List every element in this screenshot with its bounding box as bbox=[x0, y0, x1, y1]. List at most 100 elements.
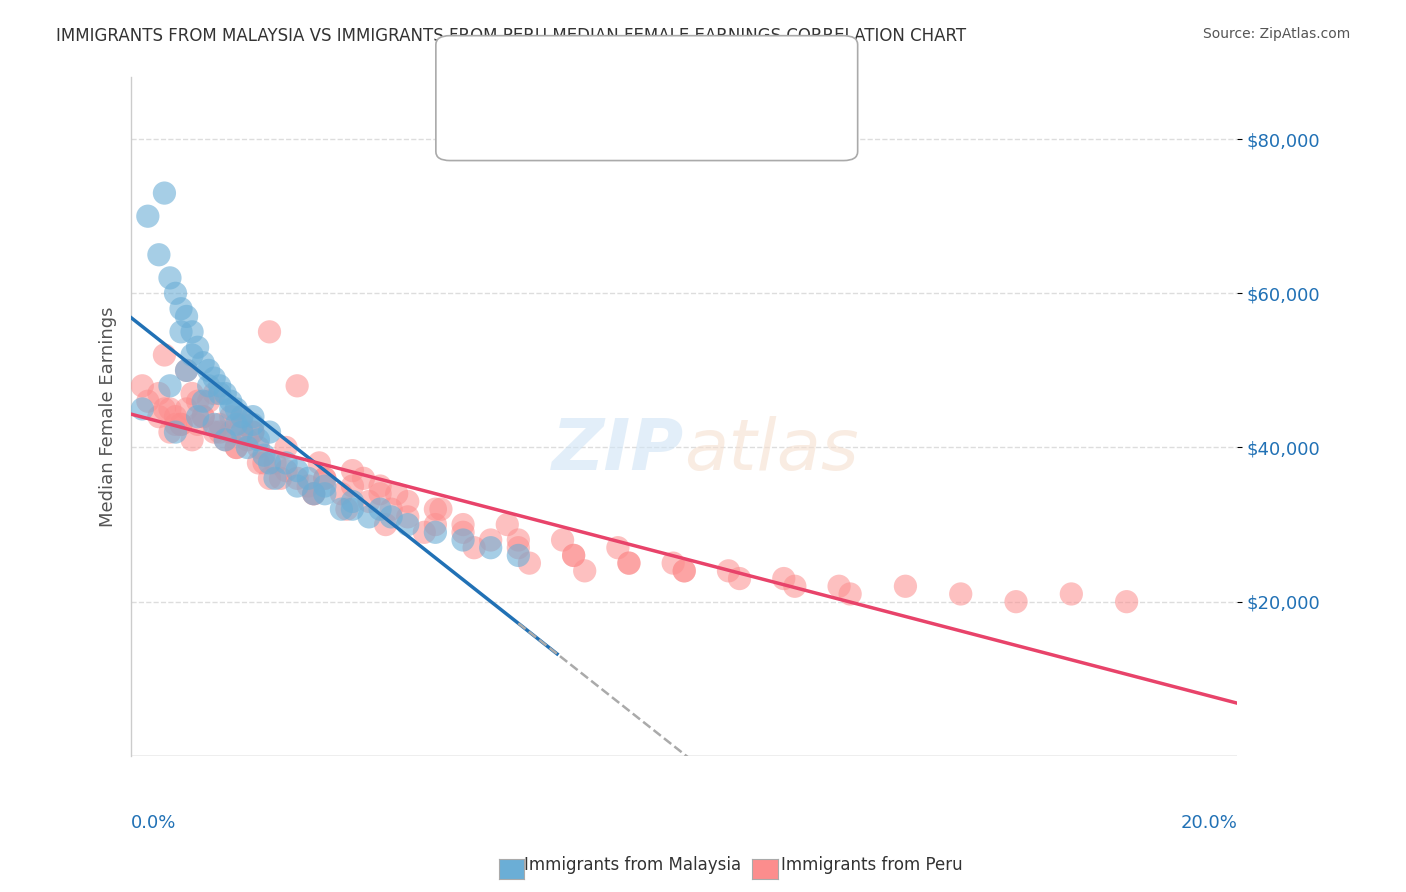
Point bbox=[202, 371, 225, 385]
Point bbox=[165, 417, 187, 432]
Point bbox=[308, 456, 330, 470]
Point bbox=[170, 301, 193, 316]
Point bbox=[330, 487, 353, 501]
Point bbox=[214, 433, 236, 447]
Point bbox=[159, 271, 181, 285]
Point bbox=[187, 409, 209, 424]
Point bbox=[274, 464, 297, 478]
Point bbox=[270, 471, 292, 485]
Point bbox=[148, 248, 170, 262]
Point bbox=[264, 456, 287, 470]
Point bbox=[225, 401, 247, 416]
Text: R = -0.424   N = 98: R = -0.424 N = 98 bbox=[485, 112, 662, 129]
Point bbox=[214, 433, 236, 447]
Point bbox=[451, 533, 474, 547]
Point bbox=[219, 394, 242, 409]
Point bbox=[314, 471, 336, 485]
Point bbox=[385, 487, 408, 501]
Point bbox=[508, 549, 530, 563]
Point bbox=[148, 409, 170, 424]
Point bbox=[176, 401, 198, 416]
Point bbox=[479, 533, 502, 547]
Text: ZIP: ZIP bbox=[553, 416, 685, 485]
Point bbox=[176, 310, 198, 324]
Point bbox=[214, 386, 236, 401]
Point bbox=[783, 579, 806, 593]
Point bbox=[551, 533, 574, 547]
Point bbox=[342, 479, 364, 493]
Point bbox=[264, 471, 287, 485]
Point bbox=[231, 409, 253, 424]
Point bbox=[562, 549, 585, 563]
Point bbox=[191, 356, 214, 370]
Point bbox=[728, 572, 751, 586]
Point bbox=[202, 386, 225, 401]
Point bbox=[425, 502, 447, 516]
Point bbox=[170, 417, 193, 432]
Point bbox=[662, 556, 685, 570]
Point bbox=[197, 379, 219, 393]
Point bbox=[202, 425, 225, 439]
Point bbox=[285, 379, 308, 393]
Point bbox=[430, 502, 453, 516]
Point bbox=[208, 386, 231, 401]
Point bbox=[242, 417, 264, 432]
Text: atlas: atlas bbox=[685, 416, 859, 485]
Point bbox=[336, 502, 359, 516]
Point bbox=[380, 509, 402, 524]
Point bbox=[302, 487, 325, 501]
Point bbox=[396, 517, 419, 532]
Point bbox=[314, 479, 336, 493]
Point bbox=[247, 441, 270, 455]
Point bbox=[374, 517, 396, 532]
Point bbox=[170, 325, 193, 339]
Point bbox=[574, 564, 596, 578]
Point bbox=[342, 494, 364, 508]
Point bbox=[153, 186, 176, 200]
Point bbox=[176, 363, 198, 377]
Point bbox=[342, 502, 364, 516]
Point bbox=[187, 340, 209, 354]
Point bbox=[1060, 587, 1083, 601]
Point bbox=[396, 509, 419, 524]
Point bbox=[496, 517, 519, 532]
Point bbox=[208, 417, 231, 432]
Point bbox=[617, 556, 640, 570]
Point bbox=[219, 425, 242, 439]
Text: IMMIGRANTS FROM MALAYSIA VS IMMIGRANTS FROM PERU MEDIAN FEMALE EARNINGS CORRELAT: IMMIGRANTS FROM MALAYSIA VS IMMIGRANTS F… bbox=[56, 27, 966, 45]
Point bbox=[202, 417, 225, 432]
Point bbox=[181, 386, 204, 401]
Point bbox=[191, 409, 214, 424]
Point bbox=[617, 556, 640, 570]
Point bbox=[236, 433, 259, 447]
Point bbox=[894, 579, 917, 593]
Point bbox=[302, 487, 325, 501]
Point bbox=[353, 471, 375, 485]
Point bbox=[285, 471, 308, 485]
Point bbox=[159, 401, 181, 416]
Point bbox=[396, 494, 419, 508]
Point bbox=[247, 456, 270, 470]
Point bbox=[479, 541, 502, 555]
Point bbox=[425, 517, 447, 532]
Point bbox=[219, 409, 242, 424]
Point bbox=[1115, 595, 1137, 609]
Point bbox=[828, 579, 851, 593]
Point bbox=[342, 464, 364, 478]
Point bbox=[297, 471, 319, 485]
Point bbox=[148, 386, 170, 401]
Point bbox=[159, 425, 181, 439]
Point bbox=[242, 409, 264, 424]
Point bbox=[259, 471, 281, 485]
Point bbox=[231, 425, 253, 439]
Text: Immigrants from Malaysia: Immigrants from Malaysia bbox=[524, 856, 741, 874]
Point bbox=[285, 479, 308, 493]
Point bbox=[451, 517, 474, 532]
Point bbox=[368, 479, 391, 493]
Point bbox=[368, 487, 391, 501]
Point bbox=[242, 425, 264, 439]
Text: Source: ZipAtlas.com: Source: ZipAtlas.com bbox=[1202, 27, 1350, 41]
Point bbox=[451, 525, 474, 540]
Point bbox=[330, 502, 353, 516]
Point bbox=[181, 348, 204, 362]
